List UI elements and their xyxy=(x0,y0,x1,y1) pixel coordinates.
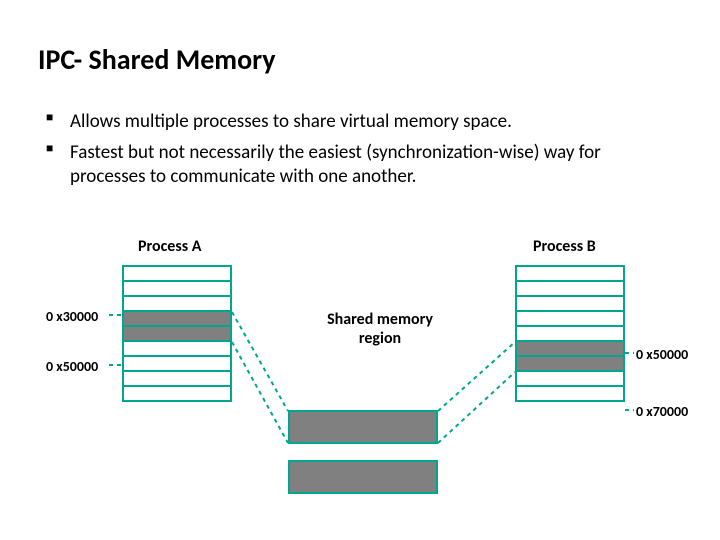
address-label-a2: 0 x50000 xyxy=(46,358,98,375)
shared-block-2 xyxy=(288,460,438,494)
process-a-label: Process A xyxy=(138,237,201,256)
memory-cell xyxy=(122,385,232,402)
bullet-item: Fastest but not necessarily the easiest … xyxy=(46,141,680,190)
bullet-item: Allows multiple processes to share virtu… xyxy=(46,110,680,135)
memory-cell xyxy=(515,385,625,402)
page-title: IPC- Shared Memory xyxy=(38,42,275,77)
shared-block-1 xyxy=(288,410,438,444)
process-b-stack xyxy=(515,265,625,402)
process-b-label: Process B xyxy=(533,237,596,256)
process-a-stack xyxy=(122,265,232,402)
address-label-b2: 0 x70000 xyxy=(636,403,688,420)
address-label-a1: 0 x30000 xyxy=(46,308,98,325)
shared-region-label: Shared memory region xyxy=(305,310,455,348)
address-label-b1: 0 x50000 xyxy=(636,346,688,363)
bullet-list: Allows multiple processes to share virtu… xyxy=(46,110,680,196)
